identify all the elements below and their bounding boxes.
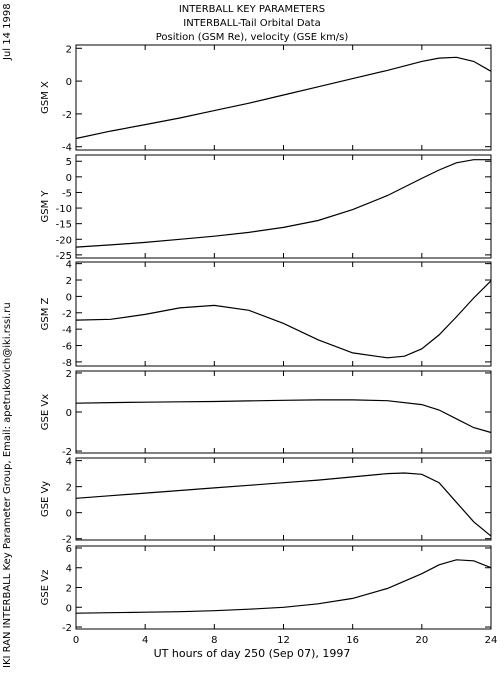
y-tick-label: -2 [62, 535, 72, 546]
chart-units-line: Position (GSM Re), velocity (GSE km/s) [155, 32, 349, 43]
panel-frame [75, 457, 492, 541]
y-tick-label: 0 [66, 292, 72, 303]
series-line [75, 159, 491, 248]
y-tick-label: 0 [66, 509, 72, 520]
y-axis-label: GSM X [40, 81, 51, 114]
y-tick-label: 2 [66, 483, 72, 494]
y-tick-label: -6 [62, 342, 72, 353]
series-line [75, 472, 492, 537]
y-tick-label: -25 [56, 251, 72, 262]
y-tick-label: 4 [66, 564, 72, 575]
y-axis-label: GSE Vz [40, 570, 51, 606]
panel-frame [75, 261, 492, 367]
y-tick-label: 2 [66, 276, 72, 287]
panel-frame [75, 370, 492, 454]
x-tick-label: 8 [211, 635, 217, 646]
y-tick-label: -2 [62, 447, 72, 458]
panel-frame [75, 545, 492, 630]
y-tick-label: 4 [66, 457, 72, 468]
y-tick-label: -10 [56, 204, 72, 215]
x-tick-label: 0 [73, 635, 79, 646]
chart-title: INTERBALL KEY PARAMETERS [178, 4, 326, 15]
y-tick-label: 2 [66, 44, 72, 55]
y-axis-label: GSM Y [40, 190, 51, 223]
x-tick-label: 12 [277, 635, 290, 646]
x-tick-label: 24 [485, 635, 498, 646]
y-tick-label: 2 [66, 369, 72, 380]
x-tick-label: 4 [142, 635, 148, 646]
y-tick-label: -8 [62, 358, 72, 369]
y-tick-label: 4 [66, 260, 72, 271]
y-tick-label: -2 [62, 110, 72, 121]
series-line [75, 280, 492, 359]
y-tick-label: 2 [66, 584, 72, 595]
series-line [75, 399, 492, 434]
y-tick-label: 0 [66, 603, 72, 614]
y-tick-label: 5 [66, 157, 72, 168]
y-tick-label: -15 [56, 220, 72, 231]
y-axis-label: GSE Vy [40, 481, 51, 517]
y-tick-label: -4 [62, 143, 72, 154]
y-axis-label: GSE Vx [40, 394, 51, 430]
x-tick-label: 20 [415, 635, 428, 646]
y-tick-label: -5 [62, 188, 72, 199]
y-tick-label: -2 [62, 623, 72, 634]
y-tick-label: -2 [62, 309, 72, 320]
y-axis-label: GSM Z [40, 297, 51, 330]
x-axis-title: UT hours of day 250 (Sep 07), 1997 [153, 647, 351, 660]
y-tick-label: -20 [56, 235, 72, 246]
y-tick-label: -4 [62, 325, 72, 336]
chart-subtitle: INTERBALL-Tail Orbital Data [183, 18, 321, 29]
y-tick-label: 0 [66, 173, 72, 184]
series-line [75, 56, 492, 140]
y-tick-label: 6 [66, 544, 72, 555]
x-tick-label: 16 [346, 635, 359, 646]
y-tick-label: 0 [66, 77, 72, 88]
y-tick-label: 0 [66, 408, 72, 419]
series-line [75, 559, 492, 614]
panel-frame [75, 44, 492, 151]
